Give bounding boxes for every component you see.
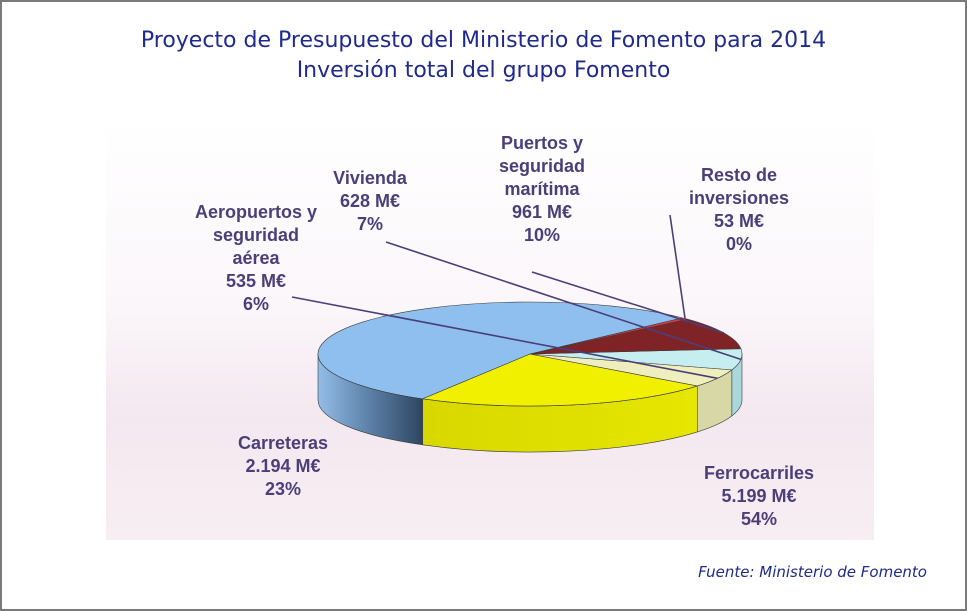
leader-line-vivienda xyxy=(385,241,742,361)
label-resto-line1: Resto de xyxy=(700,165,778,185)
label-ferrocarriles-percent: 54% xyxy=(740,509,778,529)
label-puertos-line3: marítima xyxy=(504,179,580,199)
label-puertos-line1: Puertos y xyxy=(500,133,584,153)
label-aeropuertos-line3: aérea xyxy=(232,248,280,268)
label-aeropuertos-value: 535 M€ xyxy=(225,271,287,291)
label-ferrocarriles-line1: Ferrocarriles xyxy=(703,463,815,483)
leader-line-aeropuertos xyxy=(291,296,718,380)
label-carreteras: Carreteras 2.194 M€ 23% xyxy=(208,432,358,501)
label-ferrocarriles: Ferrocarriles 5.199 M€ 54% xyxy=(674,462,844,531)
label-vivienda-line1: Vivienda xyxy=(333,168,407,188)
label-vivienda: Vivienda 628 M€ 7% xyxy=(300,167,440,236)
label-aeropuertos-line2: seguridad xyxy=(212,225,300,245)
slice-ferrocarriles xyxy=(317,301,683,400)
label-aeropuertos-percent: 6% xyxy=(242,294,269,314)
label-puertos: Puertos y seguridad marítima 961 M€ 10% xyxy=(447,132,637,247)
chart-title: Proyecto de Presupuesto del Ministerio d… xyxy=(140,28,827,53)
source-note: Fuente: Ministerio de Fomento xyxy=(698,563,927,581)
label-resto-value: 53 M€ xyxy=(713,211,765,231)
slice-carreteras xyxy=(421,353,698,407)
label-puertos-value: 961 M€ xyxy=(511,202,573,222)
label-puertos-percent: 10% xyxy=(523,225,561,245)
chart-subtitle: Inversión total del grupo Fomento xyxy=(296,58,671,83)
label-vivienda-percent: 7% xyxy=(356,214,383,234)
label-ferrocarriles-value: 5.199 M€ xyxy=(721,486,797,506)
leader-line-puertos xyxy=(531,271,725,334)
label-carreteras-line1: Carreteras xyxy=(237,433,329,453)
label-carreteras-value: 2.194 M€ xyxy=(245,456,321,476)
label-resto: Resto de inversiones 53 M€ 0% xyxy=(644,164,834,256)
chart-title-block: Proyecto de Presupuesto del Ministerio d… xyxy=(2,26,965,86)
leader-line-resto xyxy=(669,214,686,319)
label-puertos-line2: seguridad xyxy=(498,156,586,176)
label-aeropuertos-line1: Aeropuertos y xyxy=(194,202,318,222)
label-vivienda-value: 628 M€ xyxy=(339,191,401,211)
label-resto-line2: inversiones xyxy=(688,188,790,208)
label-carreteras-percent: 23% xyxy=(264,479,302,499)
label-aeropuertos: Aeropuertos y seguridad aérea 535 M€ 6% xyxy=(172,201,340,316)
label-resto-percent: 0% xyxy=(725,234,752,254)
slice-resto xyxy=(529,317,688,355)
